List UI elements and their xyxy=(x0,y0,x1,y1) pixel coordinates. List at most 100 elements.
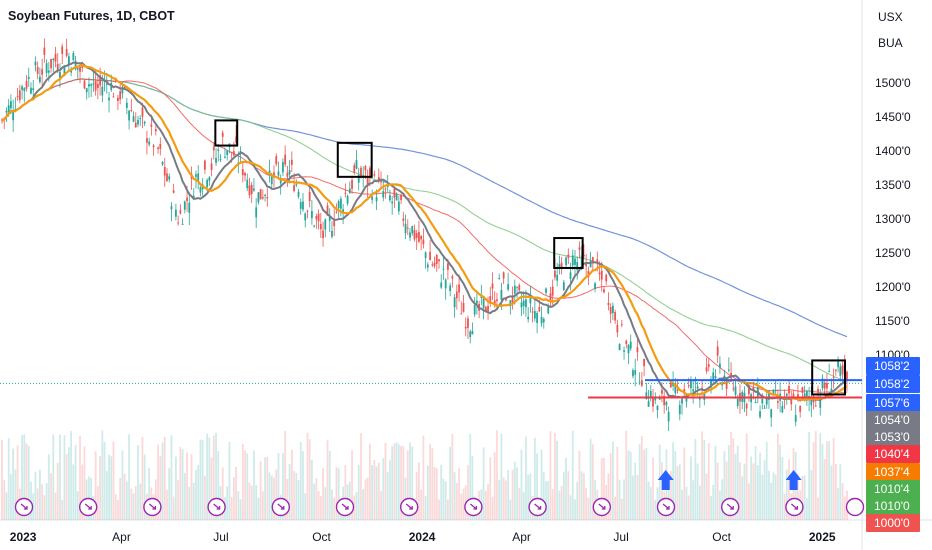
volume-bar xyxy=(166,489,168,520)
candle-body xyxy=(669,381,672,388)
volume-bar xyxy=(781,457,784,520)
volume-bar xyxy=(545,481,547,520)
candle-body xyxy=(467,318,469,328)
price-tag-label: 1057'6 xyxy=(874,396,910,410)
volume-bar xyxy=(328,450,331,520)
volume-bar xyxy=(210,457,213,520)
candle-body xyxy=(371,196,374,200)
volume-bar xyxy=(620,498,623,520)
candle-body xyxy=(625,340,628,345)
volume-bar xyxy=(471,455,474,520)
candle-body xyxy=(212,146,215,151)
candle-body xyxy=(181,223,184,225)
price-tag xyxy=(866,480,920,498)
candle-body xyxy=(498,277,501,279)
volume-bar xyxy=(705,473,708,520)
volume-bar xyxy=(469,433,472,520)
candle-body xyxy=(663,395,666,406)
y-tick-label: 1400'0 xyxy=(875,144,911,158)
candle-body xyxy=(609,307,612,314)
candle-body xyxy=(638,382,641,384)
candle-body xyxy=(148,141,151,145)
volume-bar xyxy=(382,458,385,520)
candle-body xyxy=(701,387,703,389)
volume-bar xyxy=(270,475,273,520)
volume-bar xyxy=(511,469,514,520)
candle-body xyxy=(23,88,26,92)
volume-bar xyxy=(812,442,815,520)
volume-bar xyxy=(625,430,628,520)
highlight-box xyxy=(336,141,373,178)
currency-bua[interactable]: BUA xyxy=(878,36,903,50)
volume-bar xyxy=(7,438,10,520)
candle-body xyxy=(219,159,222,161)
volume-bar xyxy=(493,452,496,520)
candle-body xyxy=(221,132,224,137)
candle-body xyxy=(230,152,233,154)
volume-bar xyxy=(79,435,81,520)
candle-body xyxy=(10,101,12,109)
candle-body xyxy=(117,97,119,101)
volume-bar xyxy=(284,430,287,520)
candle-body xyxy=(841,365,844,375)
candle-body xyxy=(583,255,585,257)
candle-body xyxy=(516,286,518,288)
volume-bar xyxy=(418,462,420,520)
volume-bar xyxy=(779,444,782,520)
currency-usx[interactable]: USX xyxy=(878,10,903,24)
volume-bar xyxy=(683,447,686,520)
volume-bar xyxy=(600,458,603,520)
volume-bar xyxy=(384,442,387,520)
candle-body xyxy=(277,171,280,176)
volume-bar xyxy=(395,442,398,520)
volume-bar xyxy=(449,446,452,520)
volume-bar xyxy=(433,467,436,520)
candle-body xyxy=(152,145,155,148)
volume-bar xyxy=(293,471,295,520)
volume-bar xyxy=(123,473,126,520)
volume-bar xyxy=(355,492,358,520)
candle-body xyxy=(640,380,643,386)
candle-body xyxy=(692,389,695,392)
volume-bar xyxy=(772,472,775,520)
candle-body xyxy=(531,311,534,313)
volume-bar xyxy=(632,475,634,520)
volume-bar xyxy=(424,496,427,520)
candle-body xyxy=(308,191,311,202)
volume-bar xyxy=(716,462,719,520)
candle-body xyxy=(462,303,465,312)
candle-body xyxy=(634,370,637,375)
volume-bar xyxy=(837,487,839,520)
candle-body xyxy=(32,88,35,91)
volume-bar xyxy=(406,450,409,520)
candle-body xyxy=(805,391,808,397)
volume-bar xyxy=(319,495,322,520)
volume-bar xyxy=(23,434,26,520)
volume-bar xyxy=(828,441,831,520)
volume-bar xyxy=(261,491,264,520)
volume-bar xyxy=(306,432,309,520)
volume-bar xyxy=(397,444,400,520)
candle-body xyxy=(235,136,238,143)
price-tag-label: 1058'2 xyxy=(874,377,910,391)
candle-body xyxy=(440,282,443,288)
candle-body xyxy=(834,369,837,371)
volume-bar xyxy=(730,431,732,520)
candle-body xyxy=(632,370,634,377)
volume-bar xyxy=(841,483,844,520)
volume-bar xyxy=(377,462,380,520)
volume-bar xyxy=(179,447,182,520)
candle-body xyxy=(785,393,788,396)
volume-bar xyxy=(826,441,828,520)
volume-bar xyxy=(710,495,712,520)
volume-bar xyxy=(585,488,588,520)
candle-body xyxy=(770,409,773,418)
candle-body xyxy=(186,197,188,202)
candle-body xyxy=(603,289,605,293)
volume-bar xyxy=(47,454,50,520)
volume-bar xyxy=(59,434,61,520)
candle-body xyxy=(814,405,817,407)
volume-bar xyxy=(101,430,104,520)
candle-body xyxy=(331,230,333,237)
